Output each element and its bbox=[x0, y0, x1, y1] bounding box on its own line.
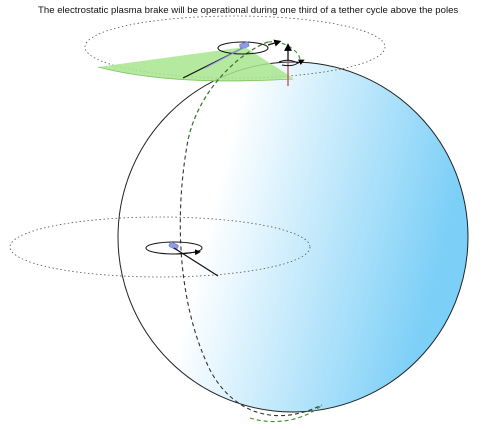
polar-orbit-plane bbox=[84, 15, 386, 79]
top-satellite-group bbox=[182, 39, 282, 79]
top-tether-line-blue bbox=[204, 46, 246, 69]
satellite-orbit-bottom-highlight bbox=[249, 404, 323, 423]
spin-axis-group bbox=[278, 43, 305, 86]
equatorial-spin-arrow-icon bbox=[175, 249, 201, 256]
satellite-icon bbox=[239, 41, 250, 50]
spin-rotation-arrow-icon bbox=[297, 59, 305, 66]
spin-direction-arrow-icon bbox=[267, 39, 282, 47]
active-brake-sector-edge bbox=[97, 66, 294, 82]
satellite-orbit-highlight bbox=[187, 41, 269, 141]
equatorial-tether-line bbox=[173, 247, 219, 277]
equatorial-satellite-icon bbox=[168, 241, 179, 250]
earth-sphere bbox=[117, 61, 469, 413]
equatorial-spin-ellipse bbox=[145, 241, 203, 255]
satellite-orbit-back bbox=[267, 41, 301, 61]
top-spin-ellipse bbox=[217, 41, 269, 55]
active-brake-sector bbox=[98, 47, 293, 82]
equatorial-orbit-plane bbox=[9, 216, 311, 278]
diagram-caption: The electrostatic plasma brake will be o… bbox=[38, 5, 459, 16]
equatorial-satellite-group bbox=[145, 241, 219, 277]
